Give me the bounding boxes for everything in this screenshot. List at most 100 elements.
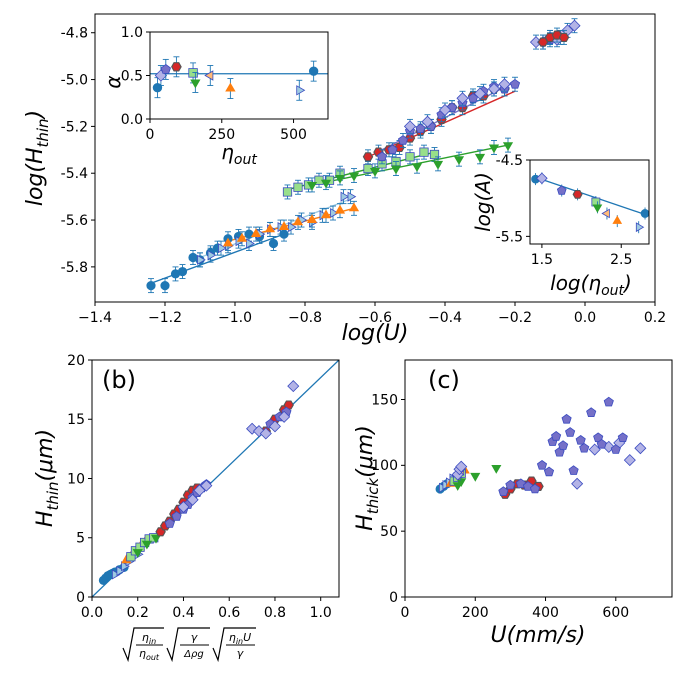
inset_alpha-ytick-label: 0.0 [121, 112, 143, 128]
panel-b-data-point [193, 484, 206, 497]
inset-A-x-label: log(ηout) [550, 271, 632, 299]
main-fit-line [311, 144, 509, 186]
main-data-point [419, 147, 429, 157]
panel-b-data-point [112, 569, 121, 580]
panel-c-data-point [571, 477, 584, 490]
panel_c-ytick-label: 100 [371, 458, 398, 474]
panel-b-x-axis-label: ηin ηout γ Δρg ηinU γ [122, 627, 256, 663]
panel-b-data-point [121, 561, 130, 572]
panel-c-data-point [596, 438, 607, 449]
panel-c-data-point [603, 396, 614, 407]
panel-c-x-axis-label: U(mm/s) [490, 623, 585, 648]
main-data-point [320, 179, 332, 189]
inset-alpha-point [190, 79, 201, 89]
main-data-point [411, 163, 423, 172]
main-data-point [502, 142, 514, 151]
main-data-point [334, 174, 346, 184]
inset_A-ytick-label: -4.5 [496, 153, 523, 169]
panel-b-data-point [116, 565, 126, 576]
main-ytick-label: -5.2 [61, 119, 88, 135]
main-xtick-label: 0.2 [644, 310, 666, 326]
inset-alpha-point [308, 66, 319, 76]
panel_c-ytick-label: 0 [389, 590, 398, 606]
inset-A-point [556, 185, 567, 195]
panel_b-ytick-label: 10 [67, 471, 85, 487]
inset_alpha-xtick-label: 500 [280, 127, 307, 143]
inset-A-chart: 1.5 2.5 -4.5 -5.5 log(ηout) log(A) [471, 153, 650, 299]
panel-c-data-point [565, 427, 576, 437]
panel_b-ytick-label: 0 [76, 590, 85, 606]
main-ytick-label: -5.6 [61, 213, 88, 229]
inset_A-ytick-label: -5.5 [496, 229, 523, 245]
panel-c-data-point [617, 432, 628, 443]
inset-alpha-point [171, 62, 182, 72]
main-data-point [146, 281, 156, 291]
main-data-point [421, 115, 434, 128]
main-data-point [306, 181, 318, 191]
panel-c-data-point [623, 454, 636, 467]
svg-text:Δρg: Δρg [183, 649, 204, 660]
main-data-point [288, 222, 297, 233]
main-xtick-label: 0.0 [574, 310, 596, 326]
main-data-point [456, 92, 469, 105]
panel_c-xtick-label: 600 [602, 605, 629, 621]
main-data-point [403, 120, 417, 133]
panel_b-ytick-label: 15 [67, 412, 85, 428]
panel-b-y-axis-label: Hthin(μm) [33, 429, 62, 527]
panel-c-data-point [491, 464, 502, 474]
main-xtick-label: −0.2 [498, 310, 532, 326]
main-x-axis-label: log(U) [342, 321, 409, 346]
main-data-point [282, 187, 293, 197]
svg-text:ηinU: ηinU [229, 631, 251, 646]
main-data-point [330, 208, 339, 219]
main-data-point [376, 151, 388, 162]
main-xtick-label: −0.6 [358, 310, 392, 326]
main-chart: −1.4 −1.2 −1.0 −0.8 −0.6 −0.4 −0.2 0.0 0.2 -5.8 -5… [23, 13, 666, 346]
panel-b-data-point [171, 511, 182, 521]
inset-alpha-chart: 0 250 500 0.0 0.5 1.0 ηout α [101, 25, 329, 168]
main-data-point [306, 214, 318, 224]
panel-c-data-point [536, 460, 548, 470]
panel_c-xtick-label: 0 [401, 605, 410, 621]
panel-b-data-point [141, 540, 152, 550]
main-data-point [509, 78, 521, 89]
main-data-point [474, 153, 486, 163]
panel-c-data-point [561, 413, 572, 424]
panel_b-ytick-label: 20 [67, 353, 85, 369]
main-data-point [387, 144, 398, 155]
panel-c-data-point [529, 483, 541, 494]
panel_c-xtick-label: 400 [532, 605, 559, 621]
main-data-point [397, 135, 409, 145]
main-data-point [558, 32, 570, 42]
panel-c-data-point [579, 442, 590, 453]
main-xtick-label: −1.2 [148, 310, 182, 326]
inset-A-point [592, 204, 603, 213]
panel_b-xtick-label: 0.2 [127, 605, 149, 621]
panel-c-data-point [575, 435, 586, 445]
main-data-point [236, 232, 248, 242]
inset-A-fit-line [533, 176, 647, 216]
main-data-point [293, 182, 303, 192]
inset-A-frame [529, 159, 650, 245]
main-data-point [432, 160, 444, 170]
panel-c-data-point [558, 440, 569, 450]
inset_alpha-ytick-label: 0.5 [121, 68, 143, 84]
svg-text:ηout: ηout [139, 647, 160, 662]
panel-b-data-point [268, 420, 281, 433]
inset-A-point [640, 209, 650, 218]
main-data-point [292, 216, 304, 226]
inset_alpha-xtick-label: 0 [146, 127, 155, 143]
inset-A-point [601, 208, 610, 219]
inset-A-y-label: log(A) [471, 172, 495, 232]
main-ytick-label: -4.8 [61, 26, 88, 42]
main-data-point [207, 250, 217, 261]
panel-c-y-axis-label: Hthick(μm) [353, 425, 382, 531]
panel-b-data-point [259, 427, 272, 440]
main-data-point [197, 254, 206, 265]
panel-c-data-point [505, 479, 516, 490]
main-data-point [160, 281, 170, 291]
panel-c-frame [404, 359, 673, 598]
panel-b-label: (b) [102, 366, 136, 394]
main-xtick-label: −1.0 [218, 310, 252, 326]
main-data-point [488, 144, 500, 154]
